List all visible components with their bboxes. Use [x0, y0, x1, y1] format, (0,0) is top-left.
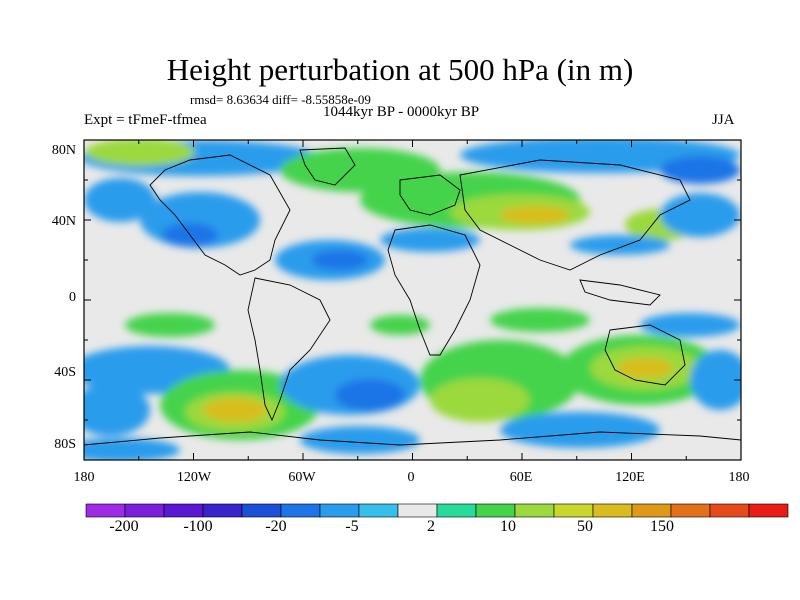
longitude-labels: 180 120W 60W 0 60E 120E 180 — [74, 470, 750, 485]
lon-label-180e: 180 — [729, 470, 750, 485]
coast-australia — [604, 324, 686, 386]
height-perturbation-field — [84, 140, 741, 460]
coast-north-america — [149, 154, 291, 276]
colorbar-swatch — [475, 503, 516, 518]
period-label: 1044kyr BP - 0000kyr BP — [323, 104, 480, 120]
anomaly-patch — [300, 426, 420, 454]
colorbar-swatch — [124, 503, 165, 518]
colorbar-swatch — [709, 503, 750, 518]
coast-south-america — [247, 277, 331, 422]
colorbar-swatch — [202, 503, 243, 518]
colorbar-label: -20 — [265, 518, 286, 535]
anomaly-patch — [312, 250, 368, 270]
coast-greenland — [299, 147, 356, 186]
anomaly-patch — [690, 350, 741, 410]
colorbar-label: 150 — [650, 518, 674, 535]
colorbar — [85, 503, 789, 518]
lat-label-40s: 40S — [54, 365, 76, 380]
lon-label-120e: 120E — [615, 470, 645, 485]
coastlines — [84, 147, 741, 446]
colorbar-swatch — [592, 503, 633, 518]
lon-label-60w: 60W — [288, 470, 316, 485]
stats-label: rmsd= 8.63634 diff= -8.55858e-09 — [190, 92, 371, 107]
anomaly-patch — [125, 313, 215, 337]
figure-title: Height perturbation at 500 hPa (in m) — [166, 52, 634, 87]
anomaly-patch — [640, 313, 740, 337]
anomaly-patch — [617, 358, 673, 378]
colorbar-label: -200 — [109, 518, 138, 535]
colorbar-swatch — [319, 503, 360, 518]
colorbar-label: 2 — [427, 518, 435, 535]
anomaly-patch — [84, 178, 156, 222]
colorbar-label: 10 — [500, 518, 516, 535]
coast-asia — [459, 159, 691, 271]
anomaly-patch — [370, 315, 430, 335]
anomaly-patch — [660, 193, 740, 237]
axis-ticks — [83, 139, 742, 461]
coast-africa — [387, 224, 481, 356]
lon-label-180w: 180 — [74, 470, 95, 485]
anomaly-patch — [500, 412, 660, 448]
lat-label-40n: 40N — [52, 214, 76, 229]
coast-antarctica — [84, 431, 741, 446]
colorbar-swatch — [514, 503, 555, 518]
anomaly-patch — [203, 398, 267, 422]
season-label: JJA — [712, 112, 735, 128]
colorbar-swatch — [280, 503, 321, 518]
coast-southeast-asia — [579, 279, 661, 306]
anomaly-patch — [335, 379, 405, 411]
colorbar-swatch — [163, 503, 204, 518]
colorbar-swatch — [436, 503, 477, 518]
colorbar-labels: -200 -100 -20 -5 2 10 50 150 — [109, 518, 674, 535]
anomaly-patch — [570, 235, 670, 255]
lon-label-120w: 120W — [177, 470, 212, 485]
colorbar-swatch — [670, 503, 711, 518]
anomaly-patch — [84, 438, 180, 460]
anomaly-patch — [380, 228, 480, 252]
lon-label-60e: 60E — [510, 470, 533, 485]
colorbar-swatch — [748, 503, 789, 518]
colorbar-label: 50 — [577, 518, 593, 535]
anomaly-patch — [660, 156, 740, 184]
anomaly-patch — [84, 384, 150, 436]
colorbar-swatch — [397, 503, 438, 518]
lon-label-0: 0 — [408, 470, 415, 485]
lat-label-80s: 80S — [54, 437, 76, 452]
coast-europe — [399, 174, 461, 216]
anomaly-patch — [490, 308, 590, 332]
colorbar-swatch — [241, 503, 282, 518]
colorbar-swatch — [553, 503, 594, 518]
anomaly-patch — [85, 140, 195, 166]
colorbar-swatch — [631, 503, 672, 518]
latitude-labels: 80N 40N 0 40S 80S — [52, 143, 76, 452]
colorbar-swatch — [85, 503, 126, 518]
colorbar-swatch — [358, 503, 399, 518]
colorbar-label: -100 — [183, 518, 212, 535]
lat-label-80n: 80N — [52, 143, 76, 158]
colorbar-label: -5 — [345, 518, 358, 535]
anomaly-patch — [430, 378, 530, 422]
anomaly-patch — [500, 206, 570, 224]
experiment-label: Expt = tFmeF-tfmea — [84, 112, 207, 128]
lat-label-eq: 0 — [69, 290, 76, 305]
